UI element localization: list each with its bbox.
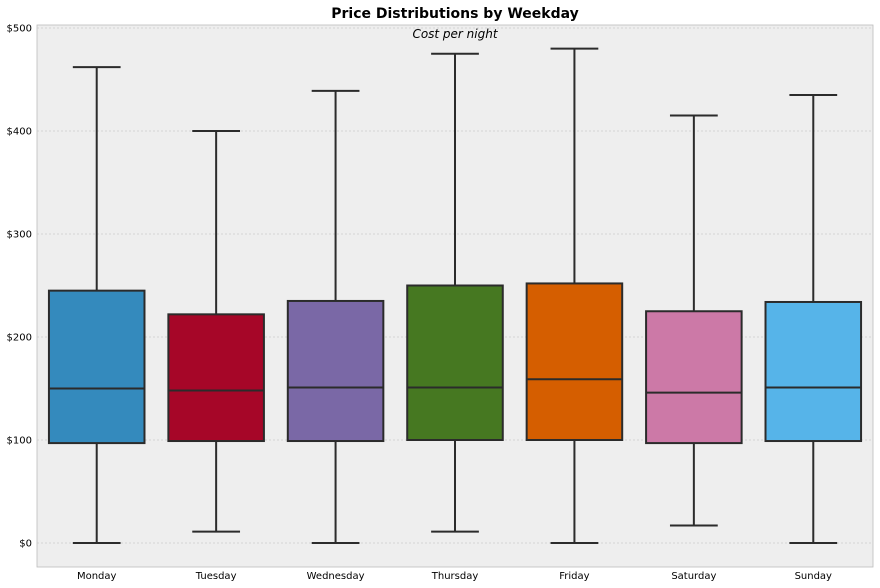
box-saturday: [645, 114, 743, 527]
y-tick-label: $400: [7, 127, 32, 138]
box-wednesday: [286, 89, 385, 544]
boxes: [47, 47, 863, 544]
chart-title: Price Distributions by Weekday: [331, 6, 578, 22]
box-iqr: [645, 310, 743, 445]
box-iqr: [525, 282, 624, 441]
chart-subtitle: Cost per night: [412, 27, 498, 41]
box-iqr: [167, 313, 265, 443]
x-tick-label: Saturday: [671, 571, 716, 582]
box-sunday: [764, 93, 863, 544]
y-tick-label: $300: [7, 230, 32, 241]
box-iqr: [406, 284, 504, 441]
y-tick-label: $200: [7, 333, 32, 344]
box-tuesday: [167, 130, 265, 533]
x-tick-label: Wednesday: [307, 571, 365, 582]
x-tick-label: Monday: [77, 571, 117, 582]
box-iqr: [47, 289, 146, 445]
box-friday: [525, 47, 624, 544]
x-tick-label: Sunday: [795, 571, 832, 582]
x-axis-ticks: Monday Tuesday Wednesday Thursday Friday Satu…: [77, 571, 832, 582]
x-tick-label: Friday: [559, 571, 589, 582]
y-tick-label: $0: [19, 539, 32, 550]
y-axis-ticks: $0 $100 $200 $300 $400 $500: [7, 24, 32, 550]
x-tick-label: Thursday: [431, 571, 479, 582]
x-tick-label: Tuesday: [195, 571, 237, 582]
box-iqr: [286, 299, 385, 443]
box-monday: [47, 66, 146, 544]
box-thursday: [406, 52, 504, 533]
y-tick-label: $500: [7, 24, 32, 35]
box-iqr: [764, 300, 863, 443]
y-tick-label: $100: [7, 436, 32, 447]
